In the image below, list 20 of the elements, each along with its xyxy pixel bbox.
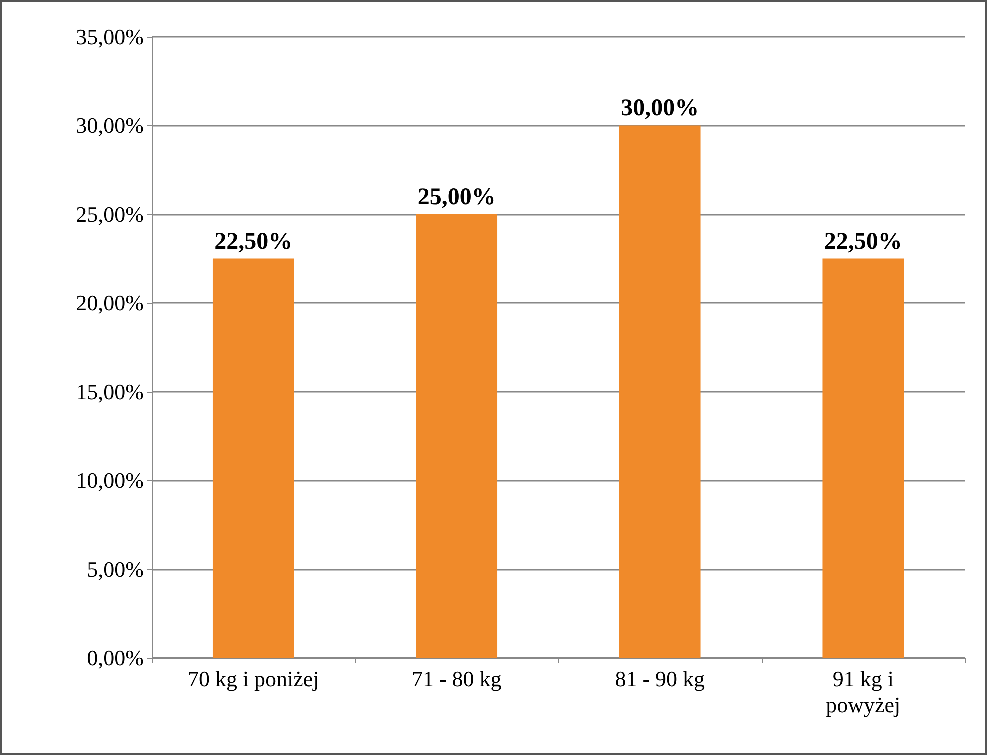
x-tick-label: 71 - 80 kg [412,666,502,692]
y-tick-label: 10,00% [76,468,144,494]
bar [822,258,904,658]
bar [619,126,701,658]
x-tick-label: 91 kg i powyżej [826,666,901,718]
bar [416,214,498,658]
y-tick-label: 25,00% [76,202,144,227]
y-tick-label: 5,00% [87,556,144,582]
x-tick-label: 70 kg i poniżej [188,666,320,692]
bar [212,258,294,658]
data-label: 22,50% [824,228,902,255]
y-tick-label: 30,00% [76,113,144,138]
y-tick-label: 0,00% [87,646,144,670]
data-label: 22,50% [214,228,293,255]
y-tick-label: 15,00% [76,379,144,404]
y-tick-label: 20,00% [76,290,144,316]
y-tick-label: 35,00% [76,24,144,50]
data-label: 30,00% [621,96,700,122]
x-tick-label: 81 - 90 kg [615,666,706,692]
data-label: 25,00% [418,184,496,210]
